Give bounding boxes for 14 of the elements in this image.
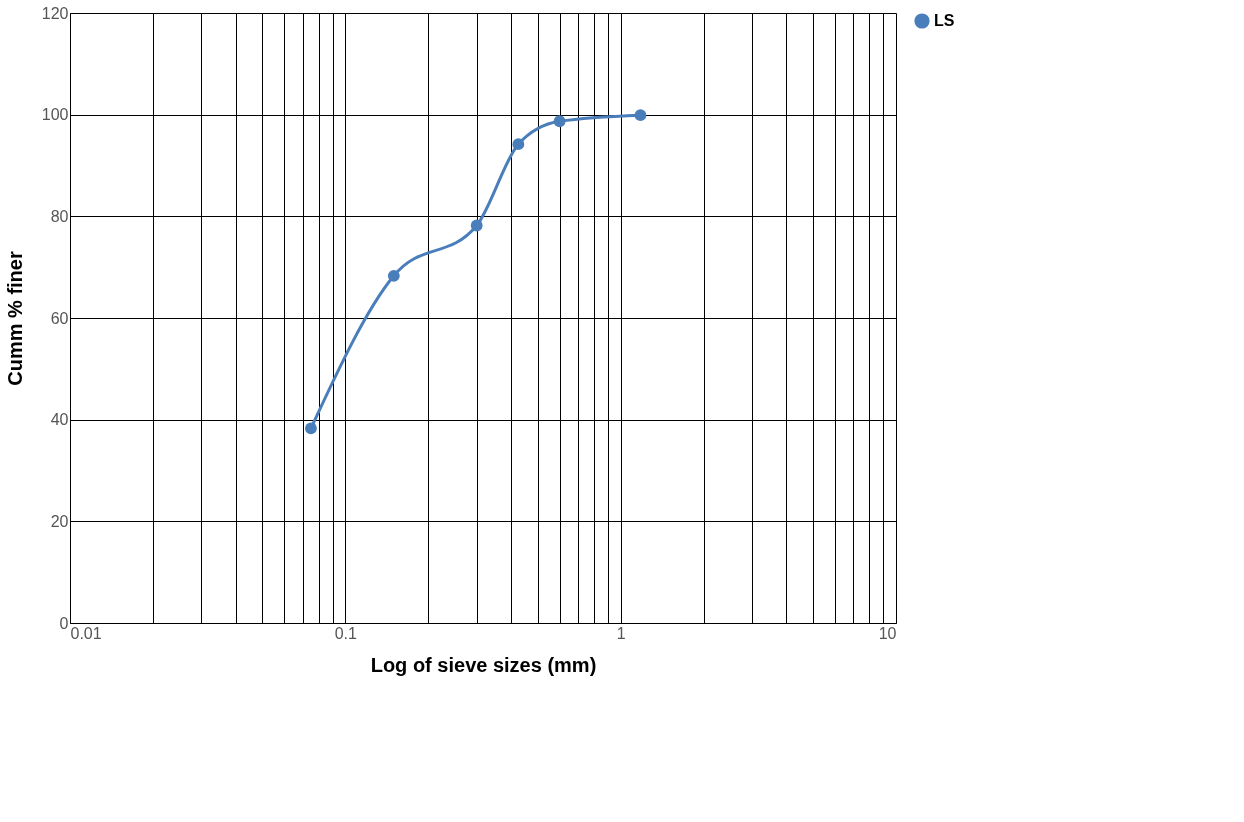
y-tick-label: 80 (50, 207, 69, 225)
x-tick-label: 0.1 (334, 624, 358, 642)
x-tick-label: 10 (878, 624, 897, 642)
y-tick-label: 120 (41, 4, 69, 22)
legend-label: LS (934, 12, 955, 29)
y-tick-label: 60 (50, 309, 69, 327)
y-tick-label: 40 (50, 411, 69, 429)
y-tick-label: 20 (50, 512, 69, 530)
x-tick-label: 0.01 (70, 624, 102, 642)
y-tick-label: 100 (41, 106, 69, 124)
x-axis-title: Log of sieve sizes (mm) (370, 653, 597, 676)
x-tick-label: 1 (616, 624, 626, 642)
y-tick-label: 0 (59, 614, 69, 632)
y-axis-title: Cumm % finer (3, 251, 26, 386)
